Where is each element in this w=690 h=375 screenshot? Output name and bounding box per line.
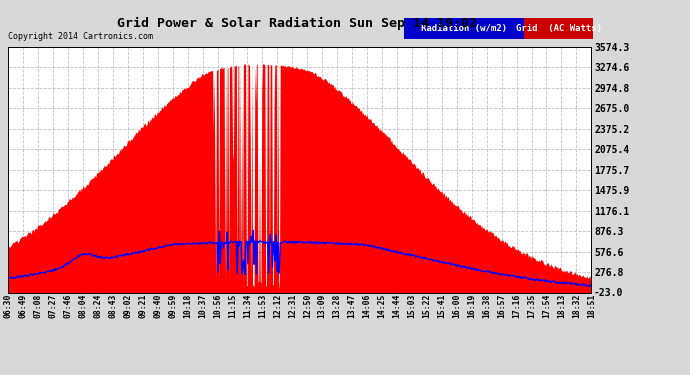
Text: Grid Power & Solar Radiation Sun Sep 14 19:02: Grid Power & Solar Radiation Sun Sep 14 … [117, 17, 477, 30]
Text: Radiation (w/m2): Radiation (w/m2) [421, 24, 507, 33]
Text: Copyright 2014 Cartronics.com: Copyright 2014 Cartronics.com [8, 32, 153, 41]
Text: Grid  (AC Watts): Grid (AC Watts) [516, 24, 602, 33]
